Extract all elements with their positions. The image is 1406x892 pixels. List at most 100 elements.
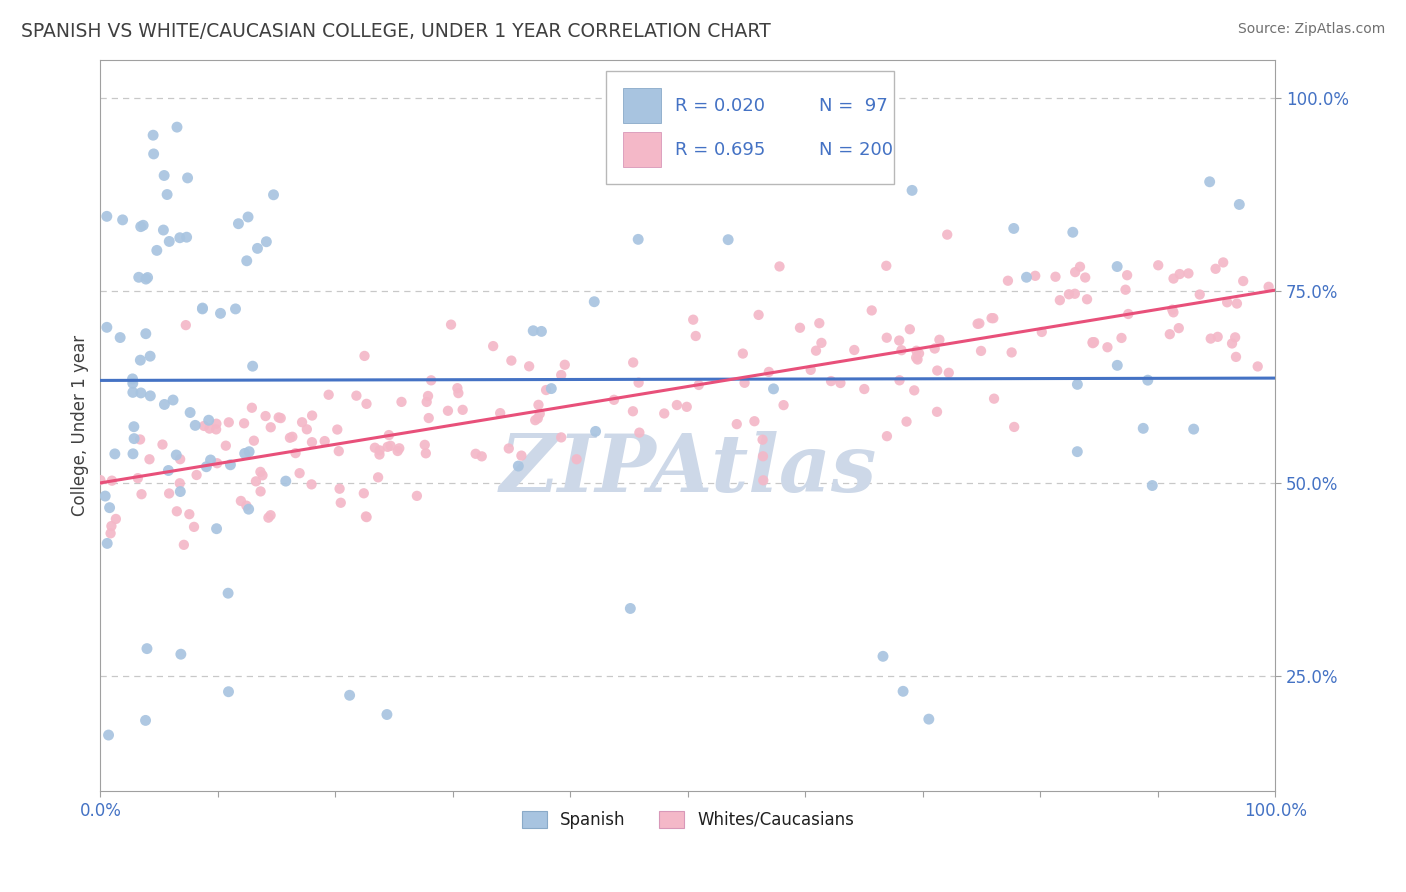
Point [1188, 287, 1211, 301]
Point [193, 419, 215, 434]
Point [970, 343, 993, 358]
Point [252, 468, 274, 483]
Point [236, 210, 259, 224]
Point [508, 458, 530, 473]
Point [195, 459, 218, 474]
Point [176, 170, 198, 185]
Point [278, 431, 301, 445]
Point [375, 707, 398, 722]
Point [872, 649, 894, 664]
Point [983, 392, 1005, 406]
Point [153, 169, 176, 183]
Point [100, 526, 122, 541]
Point [903, 384, 925, 398]
Point [104, 447, 127, 461]
Point [1002, 221, 1025, 235]
Point [510, 449, 533, 463]
Point [420, 373, 443, 387]
Point [218, 684, 240, 698]
Point [152, 437, 174, 451]
Point [413, 438, 436, 452]
Point [162, 392, 184, 407]
Point [228, 217, 250, 231]
Point [446, 381, 468, 395]
Point [1168, 267, 1191, 281]
Point [157, 486, 180, 500]
Point [108, 330, 131, 344]
Point [205, 456, 228, 470]
Text: N = 200: N = 200 [820, 141, 893, 159]
Point [387, 444, 409, 458]
Point [329, 482, 352, 496]
FancyBboxPatch shape [606, 70, 893, 184]
Point [249, 484, 271, 499]
Point [898, 322, 921, 336]
Point [908, 346, 931, 360]
Point [270, 411, 292, 425]
Point [219, 458, 242, 472]
Point [191, 301, 214, 315]
Point [437, 404, 460, 418]
Point [936, 227, 959, 242]
Point [734, 376, 756, 390]
Point [675, 400, 697, 414]
Point [482, 339, 505, 353]
Point [938, 366, 960, 380]
Point [314, 434, 336, 448]
Point [96, 320, 118, 334]
Point [800, 363, 823, 377]
Point [752, 450, 775, 464]
Point [1066, 444, 1088, 458]
Point [1225, 350, 1247, 364]
Point [685, 329, 707, 343]
Point [1132, 421, 1154, 435]
Point [225, 301, 247, 316]
Point [353, 486, 375, 500]
Point [259, 508, 281, 523]
Point [157, 235, 180, 249]
Point [191, 301, 214, 316]
Point [1223, 330, 1246, 344]
Point [603, 392, 626, 407]
Point [905, 343, 928, 358]
Point [139, 389, 162, 403]
Point [1107, 359, 1129, 373]
Point [527, 398, 550, 412]
Point [585, 425, 607, 439]
Point [240, 401, 263, 415]
Point [138, 452, 160, 467]
Point [688, 378, 710, 392]
Point [388, 442, 411, 456]
Point [498, 442, 520, 456]
Point [245, 475, 267, 489]
Point [364, 441, 387, 455]
Point [197, 413, 219, 427]
Point [142, 147, 165, 161]
Point [927, 363, 949, 377]
Point [1057, 287, 1080, 301]
Point [1142, 478, 1164, 492]
Point [378, 428, 401, 442]
Point [218, 415, 240, 429]
Point [1001, 345, 1024, 359]
Point [1182, 422, 1205, 436]
Point [233, 446, 256, 460]
Point [235, 253, 257, 268]
Point [981, 311, 1004, 326]
Point [808, 316, 831, 330]
Point [924, 342, 946, 356]
Point [257, 510, 280, 524]
Point [1045, 269, 1067, 284]
Point [281, 430, 304, 444]
FancyBboxPatch shape [623, 88, 661, 123]
Point [129, 386, 152, 401]
Point [1116, 268, 1139, 283]
Point [198, 421, 221, 435]
Point [246, 241, 269, 255]
Point [274, 474, 297, 488]
Point [136, 641, 159, 656]
Point [890, 343, 912, 358]
Point [627, 232, 650, 246]
Point [830, 376, 852, 390]
Point [447, 386, 470, 401]
